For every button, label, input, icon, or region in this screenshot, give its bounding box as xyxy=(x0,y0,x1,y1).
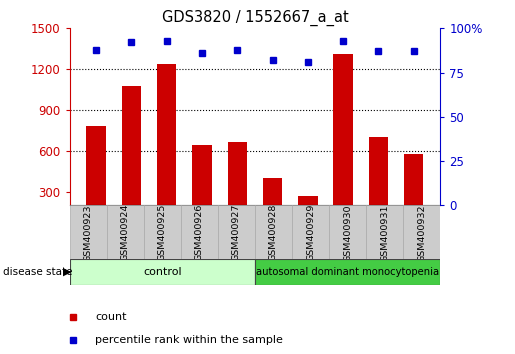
Bar xyxy=(404,154,423,233)
Bar xyxy=(87,126,106,233)
Text: GSM400923: GSM400923 xyxy=(83,204,93,262)
Text: disease state: disease state xyxy=(3,267,72,277)
Text: ▶: ▶ xyxy=(63,267,72,277)
Bar xyxy=(107,205,144,260)
Text: GSM400924: GSM400924 xyxy=(121,204,130,262)
Text: autosomal dominant monocytopenia: autosomal dominant monocytopenia xyxy=(256,267,439,277)
Text: GSM400932: GSM400932 xyxy=(417,204,426,262)
Title: GDS3820 / 1552667_a_at: GDS3820 / 1552667_a_at xyxy=(162,9,348,25)
Bar xyxy=(70,205,107,260)
Text: GSM400931: GSM400931 xyxy=(380,204,389,262)
Bar xyxy=(298,196,318,233)
Text: GSM400929: GSM400929 xyxy=(306,204,315,262)
Bar xyxy=(263,178,282,233)
Bar xyxy=(333,54,353,233)
Bar xyxy=(192,145,212,233)
Bar xyxy=(228,142,247,233)
Bar xyxy=(144,205,181,260)
Bar xyxy=(181,205,218,260)
Text: control: control xyxy=(143,267,181,277)
Bar xyxy=(255,259,440,285)
Text: GSM400925: GSM400925 xyxy=(158,204,167,262)
Text: GSM400927: GSM400927 xyxy=(232,204,241,262)
Bar xyxy=(70,259,255,285)
Bar xyxy=(157,64,177,233)
Text: percentile rank within the sample: percentile rank within the sample xyxy=(95,335,283,346)
Bar xyxy=(403,205,440,260)
Text: count: count xyxy=(95,312,127,322)
Bar xyxy=(329,205,366,260)
Bar xyxy=(369,137,388,233)
Text: GSM400928: GSM400928 xyxy=(269,204,278,262)
Bar xyxy=(255,205,292,260)
Bar xyxy=(366,205,403,260)
Bar xyxy=(292,205,329,260)
Text: GSM400930: GSM400930 xyxy=(343,204,352,262)
Bar xyxy=(218,205,255,260)
Text: GSM400926: GSM400926 xyxy=(195,204,204,262)
Bar xyxy=(122,86,141,233)
